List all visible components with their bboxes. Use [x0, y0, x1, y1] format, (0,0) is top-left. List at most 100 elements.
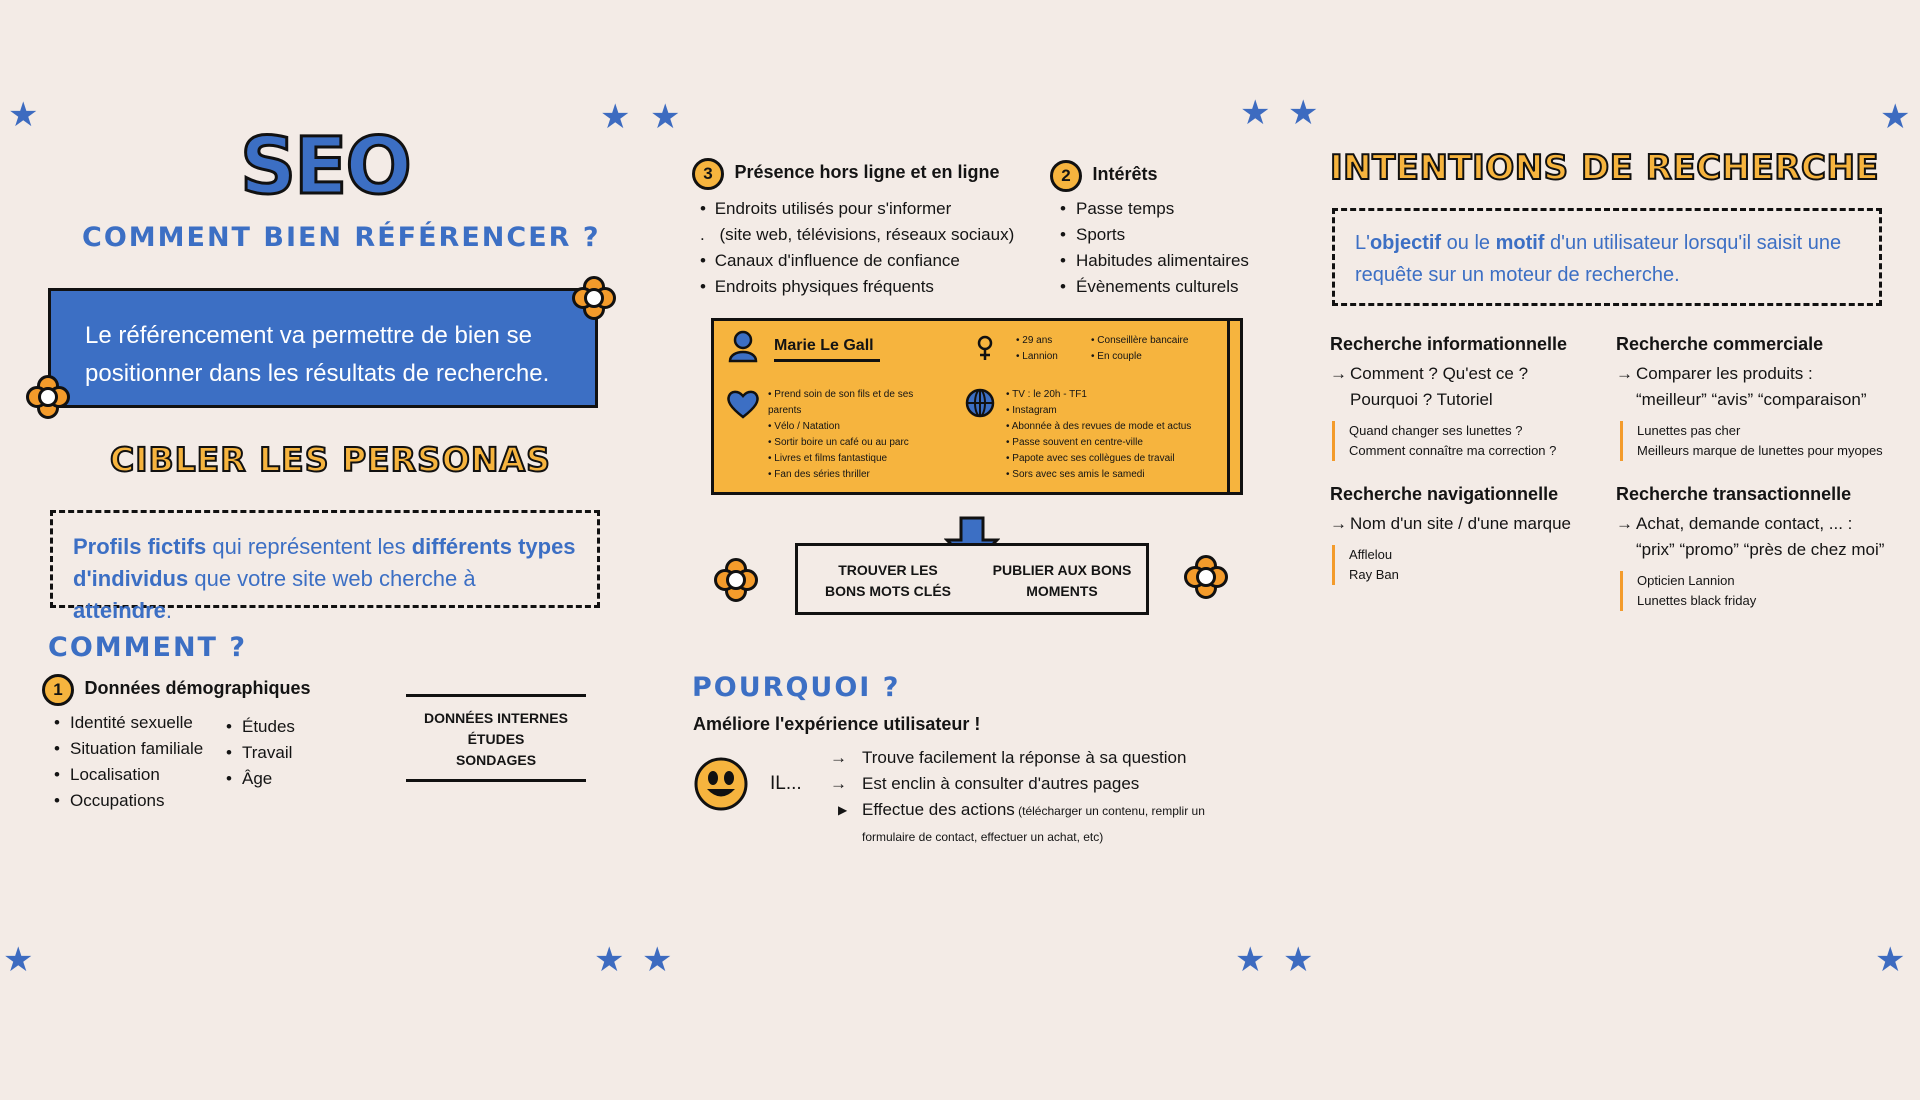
recherche-commerciale: Recherche commerciale → Comparer les prod…	[1616, 334, 1916, 461]
definition-box: Le référencement va permettre de bien se…	[48, 288, 598, 408]
example-item: Ray Ban	[1349, 567, 1399, 582]
star-icon: ★	[600, 98, 631, 136]
il-label: IL...	[770, 773, 802, 794]
benefits-list: → Trouve facilement la réponse à sa quest…	[830, 745, 1230, 849]
arrow-right-icon: →	[1330, 514, 1347, 533]
example-item: Lunettes black friday	[1637, 593, 1757, 608]
hobby-item: • Sortir boire un café ou au parc	[768, 437, 909, 448]
user-icon	[728, 330, 758, 363]
star-icon: ★	[1235, 941, 1266, 979]
star-icon: ★	[594, 941, 625, 979]
number-badge: 1	[42, 674, 74, 706]
list-item: • Endroits physiques fréquents	[700, 277, 934, 296]
globe-icon	[965, 388, 995, 418]
sources-box: DONNÉES INTERNES ÉTUDES SONDAGES	[406, 694, 586, 782]
def-part: objectif	[1369, 232, 1442, 254]
media-item: • Passe souvent en centre-ville	[1006, 437, 1143, 448]
presence-title: Présence hors ligne et en ligne	[734, 162, 1000, 183]
persona-info-b: • Conseillère bancaire • En couple	[1091, 333, 1188, 365]
star-icon: ★	[3, 941, 34, 979]
persona-card: Marie Le Gall • 29 ans • Lannion • Conse…	[711, 318, 1243, 495]
number-badge: 3	[692, 158, 724, 190]
media-item: • TV : le 20h - TF1	[1006, 389, 1087, 400]
intentions-definition: L'objectif ou le motif d'un utilisateur …	[1332, 208, 1882, 306]
star-icon: ★	[642, 941, 673, 979]
demographics-list-1: Identité sexuelle Situation familiale Lo…	[52, 710, 203, 814]
list-item: Sports	[1058, 222, 1249, 248]
presence-heading: 3 Présence hors ligne et en ligne	[692, 158, 1000, 190]
definition-text: Le référencement va permettre de bien se…	[85, 322, 550, 387]
recherche-transactionnelle: Recherche transactionnelle → Achat, deman…	[1616, 484, 1916, 611]
personas-def-part: atteindre	[73, 598, 166, 623]
media-item: • Instagram	[1006, 405, 1057, 416]
line-item: Pourquoi ? Tutoriel	[1350, 390, 1493, 409]
demographics-heading: 1 Données démographiques	[42, 674, 311, 706]
star-icon: ★	[1288, 94, 1319, 132]
list-item: • Canaux d'influence de confiance	[700, 251, 960, 270]
hobby-item: • Prend soin de son fils et de ses paren…	[768, 389, 914, 416]
list-item: Identité sexuelle	[52, 710, 203, 736]
example-item: Comment connaître ma correction ?	[1349, 443, 1557, 458]
personas-def-part: qui représentent les	[206, 534, 412, 559]
personas-definition: Profils fictifs qui représentent les dif…	[50, 510, 600, 623]
action-find-keywords: TROUVER LES BONS MOTS CLÉS	[824, 562, 951, 599]
list-item: Situation familiale	[52, 736, 203, 762]
number-badge: 2	[1050, 160, 1082, 192]
interets-title: Intérêts	[1092, 164, 1158, 185]
star-icon: ★	[650, 98, 681, 136]
personas-title: CIBLER LES PERSONAS	[109, 439, 551, 480]
star-icon: ★	[1880, 98, 1911, 136]
benefit-item: ▶ Effectue des actions (télécharger un c…	[830, 797, 1230, 849]
personas-def-part: que votre site web cherche à	[188, 566, 476, 591]
flower-icon	[1184, 555, 1228, 599]
list-item: Études	[224, 714, 295, 740]
interets-heading: 2 Intérêts	[1050, 160, 1157, 192]
persona-media: • TV : le 20h - TF1 • Instagram • Abonné…	[1006, 387, 1216, 483]
hobby-item: • Fan des séries thriller	[768, 469, 870, 480]
star-icon: ★	[1283, 941, 1314, 979]
def-part: ou le	[1441, 232, 1496, 254]
examples: Afflelou Ray Ban	[1332, 545, 1610, 585]
section-title: Recherche informationnelle	[1330, 334, 1568, 354]
examples: Opticien Lannion Lunettes black friday	[1620, 571, 1916, 611]
smiley-icon	[694, 757, 748, 811]
seo-title: SEO	[239, 121, 414, 214]
list-item: • Endroits utilisés pour s'informer	[700, 199, 952, 218]
section-title: Recherche transactionnelle	[1616, 484, 1852, 504]
section-title: Recherche commerciale	[1616, 334, 1824, 354]
action-box: TROUVER LES BONS MOTS CLÉS PUBLIER AUX B…	[795, 543, 1149, 615]
arrow-right-icon: →	[830, 748, 847, 767]
example-item: Meilleurs marque de lunettes pour myopes	[1637, 443, 1883, 458]
def-part: d'un utilisateur lorsqu'il saisit une re…	[1355, 232, 1842, 286]
list-item: Travail	[224, 740, 295, 766]
play-icon: ▶	[838, 803, 848, 817]
example-item: Afflelou	[1349, 547, 1393, 562]
line-item: → Comparer les produits :	[1616, 361, 1916, 387]
recherche-navigationnelle: Recherche navigationnelle → Nom d'un site…	[1330, 484, 1610, 585]
arrow-right-icon: →	[1330, 364, 1347, 383]
subtitle: COMMENT BIEN RÉFÉRENCER ?	[82, 222, 601, 253]
flower-icon	[572, 276, 616, 320]
list-item: Âge	[224, 766, 295, 792]
hobby-item: • Livres et films fantastique	[768, 453, 888, 464]
list-item: Habitudes alimentaires	[1058, 248, 1249, 274]
list-item: Occupations	[52, 788, 203, 814]
female-icon	[977, 335, 993, 360]
source-item: ÉTUDES	[467, 731, 525, 747]
list-item: Localisation	[52, 762, 203, 788]
personas-def-part: Profils fictifs	[73, 534, 207, 559]
pourquoi-title: POURQUOI ?	[692, 672, 901, 703]
line-item: “meilleur” “avis” “comparaison”	[1636, 390, 1867, 409]
persona-name: Marie Le Gall	[774, 337, 880, 362]
line-item: → Achat, demande contact, ... :	[1616, 511, 1916, 537]
benefit-item: → Est enclin à consulter d'autres pages	[830, 771, 1230, 797]
flower-icon	[714, 558, 758, 602]
line-item: → Comment ? Qu'est ce ?	[1330, 361, 1610, 387]
media-item: • Papote avec ses collègues de travail	[1006, 453, 1175, 464]
list-item: . (site web, télévisions, réseaux sociau…	[700, 225, 1015, 244]
hobby-item: • Vélo / Natation	[768, 421, 840, 432]
media-item: • Abonnée à des revues de mode et actus	[1006, 421, 1192, 432]
star-icon: ★	[8, 96, 39, 134]
intentions-title: INTENTIONS DE RECHERCHE	[1329, 147, 1880, 189]
def-part: motif	[1495, 232, 1545, 254]
